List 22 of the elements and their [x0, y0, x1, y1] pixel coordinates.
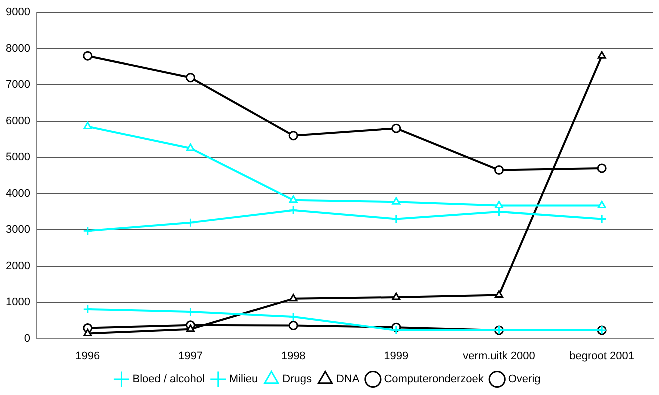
- y-tick-label: 8000: [6, 42, 30, 55]
- x-tick-label: 1996: [76, 350, 100, 362]
- y-tick-label: 6000: [6, 115, 30, 128]
- legend-label: Computeronderzoek: [384, 374, 484, 386]
- y-tick-label: 3000: [6, 224, 30, 236]
- legend-label: DNA: [336, 374, 360, 386]
- y-tick-label: 7000: [6, 79, 30, 92]
- legend-label: Bloed / alcohol: [132, 374, 205, 386]
- y-tick-label: 2000: [6, 260, 30, 272]
- y-tick-label: 4000: [6, 188, 30, 200]
- legend-label: Milieu: [229, 374, 258, 386]
- y-tick-label: 9000: [6, 6, 30, 19]
- legend-label: Drugs: [282, 374, 312, 386]
- x-tick-label: verm.uitk 2000: [463, 350, 536, 362]
- y-tick-label: 1000: [6, 296, 30, 309]
- x-tick-label: 1997: [178, 350, 203, 362]
- x-tick-label: 1998: [281, 350, 306, 362]
- y-tick-label: 0: [24, 332, 30, 345]
- y-tick-label: 5000: [6, 152, 30, 164]
- legend-label: Overig: [508, 374, 541, 386]
- x-tick-label: 1999: [384, 350, 409, 362]
- x-tick-label: begroot 2001: [570, 350, 635, 362]
